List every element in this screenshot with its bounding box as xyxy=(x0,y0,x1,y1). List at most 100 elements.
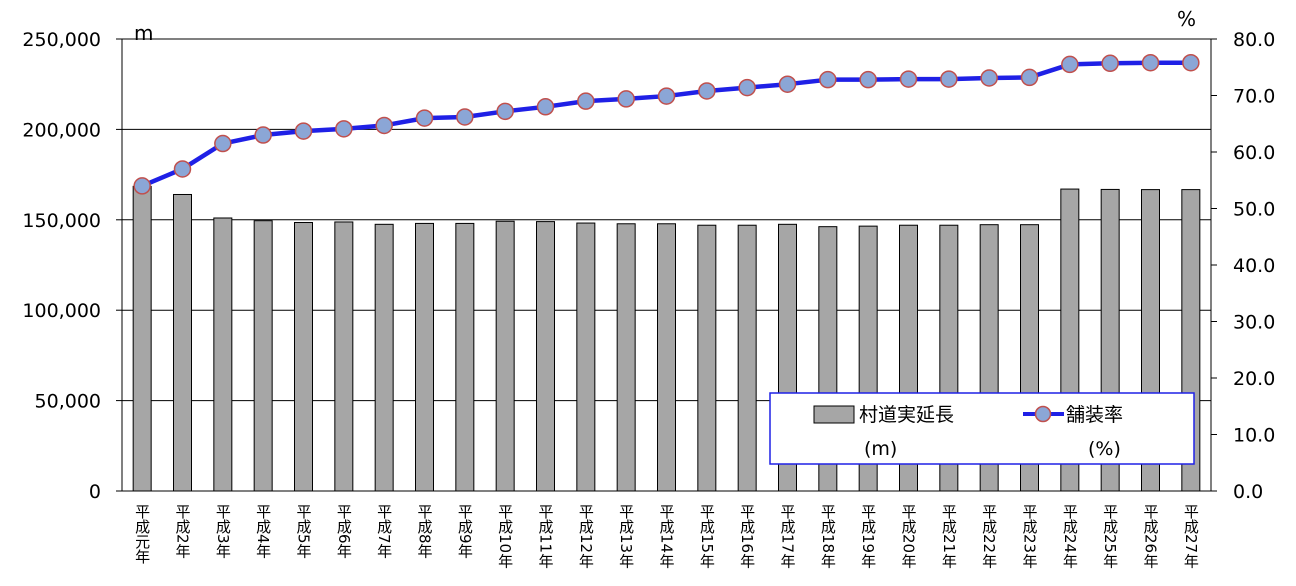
x-axis-tick-label: 平成26年 xyxy=(1142,504,1160,568)
y-axis-right-tick-label: 20.0 xyxy=(1233,368,1275,390)
y-axis-right-ticks: 0.0 10.0 20.0 30.0 40.0 50.0 60.0 70.0 80.0 xyxy=(1211,29,1275,503)
x-axis-tick-label: 平成18年 xyxy=(819,504,837,568)
bar xyxy=(657,223,676,492)
x-axis-ticks: 平成元年 平成2年 平成3年 平成4年 平成5年 平成6年 平成7年 平成8年 平成9年 平成10… xyxy=(133,504,1200,568)
legend-unit-road-length: (m) xyxy=(864,438,897,460)
legend-unit-paving-rate: (%) xyxy=(1088,438,1121,460)
bar xyxy=(495,220,515,492)
line-point xyxy=(1101,54,1119,73)
line-point xyxy=(577,92,595,110)
line-point xyxy=(214,134,232,153)
y-axis-right-tick-label: 30.0 xyxy=(1233,312,1275,334)
legend-bar-swatch xyxy=(813,405,855,424)
line-point xyxy=(456,108,474,126)
line-series xyxy=(133,53,1200,195)
x-axis-tick-label: 平成8年 xyxy=(416,504,434,559)
line-point xyxy=(133,177,151,195)
bar xyxy=(737,224,757,492)
line-point xyxy=(1182,53,1200,72)
x-axis-tick-label: 平成元年 xyxy=(133,504,151,564)
y-axis-left-tick-label: 150,000 xyxy=(22,210,101,232)
x-axis-tick-label: 平成23年 xyxy=(1021,504,1039,568)
y-axis-left-tick-label: 100,000 xyxy=(22,300,101,322)
x-axis-tick-label: 平成10年 xyxy=(496,504,514,568)
y-axis-left-tick-label: 250,000 xyxy=(22,29,101,51)
x-axis-tick-label: 平成17年 xyxy=(779,504,797,568)
y-axis-right-tick-label: 80.0 xyxy=(1233,29,1275,51)
line-point xyxy=(335,120,353,138)
bar xyxy=(415,222,434,492)
line-point xyxy=(738,78,756,97)
line-point xyxy=(819,70,837,89)
bar xyxy=(374,223,394,492)
x-axis-tick-label: 平成3年 xyxy=(214,504,232,559)
x-axis-tick-label: 平成11年 xyxy=(537,504,555,568)
y-axis-right-tick-label: 40.0 xyxy=(1233,255,1275,277)
bar xyxy=(536,221,555,492)
x-axis-tick-label: 平成22年 xyxy=(980,504,998,568)
legend-line-marker xyxy=(1034,405,1052,423)
y-axis-right-unit: % xyxy=(1177,7,1196,31)
line-point xyxy=(415,109,434,127)
x-axis-tick-label: 平成4年 xyxy=(254,504,272,559)
bar xyxy=(294,222,313,492)
y-axis-right-tick-label: 70.0 xyxy=(1233,86,1275,108)
line-point xyxy=(698,82,716,100)
y-axis-right-tick-label: 50.0 xyxy=(1233,199,1275,221)
y-axis-left-tick-label: 50,000 xyxy=(35,391,101,413)
line-point xyxy=(859,70,877,89)
line-point xyxy=(294,122,313,140)
line-point xyxy=(536,98,555,116)
bar xyxy=(455,222,475,492)
line-point xyxy=(173,160,192,178)
y-axis-left-tick-label: 200,000 xyxy=(22,119,101,141)
line-point xyxy=(657,87,676,105)
line-point xyxy=(1061,55,1079,74)
x-axis-tick-label: 平成19年 xyxy=(859,504,877,568)
x-axis-tick-label: 平成7年 xyxy=(375,504,393,559)
y-axis-right-tick-label: 60.0 xyxy=(1233,142,1275,164)
bar xyxy=(253,220,273,492)
bar xyxy=(213,217,233,492)
x-axis-tick-label: 平成16年 xyxy=(738,504,756,568)
y-axis-right-tick-label: 10.0 xyxy=(1233,425,1275,447)
y-axis-left-unit: m xyxy=(134,21,153,45)
line-point xyxy=(1020,68,1039,87)
x-axis-tick-label: 平成21年 xyxy=(940,504,958,568)
line-point xyxy=(254,126,272,144)
x-axis-tick-label: 平成13年 xyxy=(617,504,635,568)
x-axis-tick-label: 平成14年 xyxy=(658,504,676,568)
line-point xyxy=(617,90,635,108)
legend-box xyxy=(769,392,1195,465)
line-point xyxy=(375,116,393,135)
legend: 村道実延長 (m) 舗装率 (%) xyxy=(769,392,1195,465)
line-point xyxy=(778,75,797,93)
y-axis-left-ticks: 0 50,000 100,000 150,000 200,000 250,000 xyxy=(22,29,122,503)
bar xyxy=(697,224,717,492)
x-axis-tick-label: 平成9年 xyxy=(456,504,474,559)
bar xyxy=(334,221,354,492)
bar xyxy=(576,222,596,492)
x-axis-tick-label: 平成2年 xyxy=(174,504,192,559)
x-axis-tick-label: 平成27年 xyxy=(1182,504,1200,568)
legend-label-paving-rate: 舗装率 xyxy=(1066,404,1123,426)
line-point xyxy=(940,70,958,88)
x-axis-tick-label: 平成12年 xyxy=(577,504,595,568)
line-point xyxy=(980,69,998,87)
line-point xyxy=(899,70,918,88)
x-axis-tick-label: 平成6年 xyxy=(335,504,353,559)
legend-label-road-length: 村道実延長 xyxy=(859,404,954,426)
bar xyxy=(132,185,152,492)
x-axis-tick-label: 平成5年 xyxy=(295,504,313,559)
x-axis-tick-label: 平成25年 xyxy=(1101,504,1119,568)
x-axis-tick-label: 平成15年 xyxy=(698,504,716,568)
y-axis-left-tick-label: 0 xyxy=(89,481,101,503)
line-point xyxy=(1141,53,1160,72)
bar xyxy=(616,223,636,492)
bar xyxy=(173,193,192,492)
y-axis-right-tick-label: 0.0 xyxy=(1233,481,1263,503)
x-axis-tick-label: 平成20年 xyxy=(900,504,918,568)
x-axis-tick-label: 平成24年 xyxy=(1061,504,1079,568)
line-point xyxy=(496,102,514,121)
